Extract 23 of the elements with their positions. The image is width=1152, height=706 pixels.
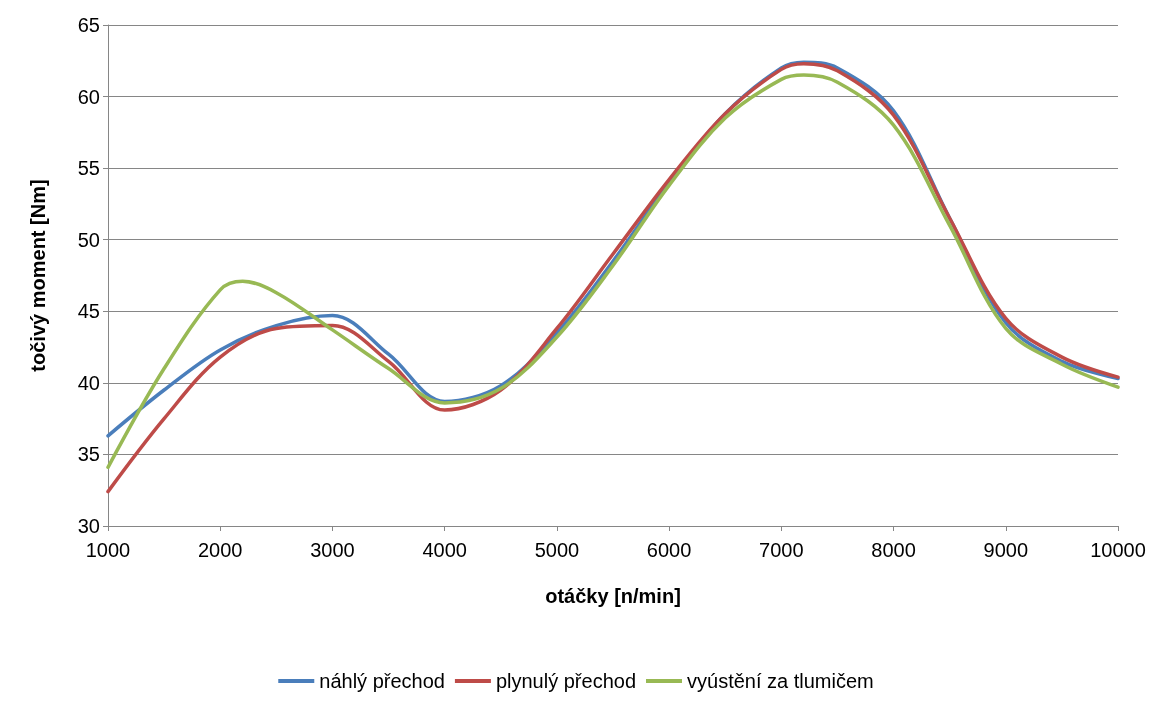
x-tick-label: 2000 [197,539,243,561]
y-tick-label: 60 [77,85,100,108]
x-tick-label: 4000 [422,539,467,561]
x-tick-label: 5000 [534,539,580,561]
y-tick-label: 35 [77,443,100,466]
legend-label: vyústění za tlumičem [687,670,874,692]
x-tick-label: 7000 [759,539,804,561]
legend-label: náhlý přechod [319,670,445,692]
y-tick-label: 50 [77,228,100,251]
x-tick-label: 9000 [983,539,1029,561]
x-tick-label: 1000 [85,539,131,561]
legend-label: plynulý přechod [495,670,637,692]
x-tick-label: 6000 [646,539,692,561]
y-tick-label: 65 [77,14,100,36]
y-tick-label: 55 [77,157,100,180]
x-tick-label: 10000 [1090,539,1146,561]
y-tick-label: 45 [77,300,100,323]
x-tick-label: 3000 [310,539,355,561]
x-tick-label: 8000 [871,539,916,561]
y-tick-label: 40 [77,371,100,394]
y-axis-title: točivý moment [Nm] [27,179,49,372]
x-axis-title: otáčky [n/min] [545,585,681,607]
y-tick-label: 30 [77,515,100,537]
